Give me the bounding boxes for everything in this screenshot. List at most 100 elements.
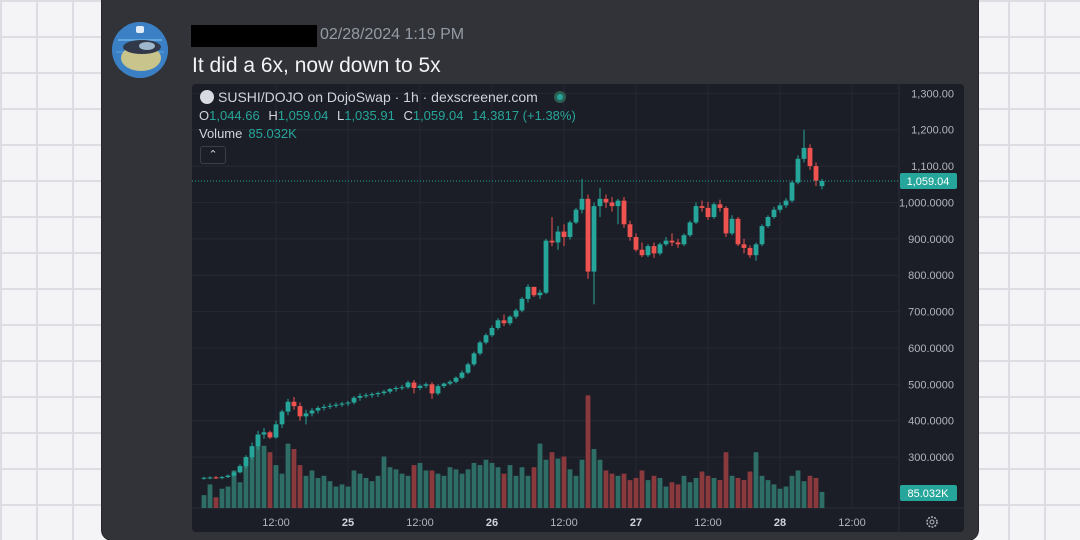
candle-body	[465, 364, 471, 373]
volume-bar	[453, 469, 459, 508]
user-avatar[interactable]	[112, 22, 168, 78]
volume-bar	[291, 449, 297, 508]
candle-body	[219, 477, 225, 479]
candle-body	[819, 181, 825, 187]
volume-bar	[609, 473, 615, 508]
candle-body	[657, 244, 663, 254]
volume-bar	[759, 475, 765, 508]
volume-bar	[321, 475, 327, 508]
candle-body	[507, 316, 513, 324]
candle-body	[267, 432, 273, 438]
volume-bar	[627, 480, 633, 508]
candle-body	[357, 395, 363, 398]
price-change: 14.3817 (+1.38%)	[472, 108, 576, 123]
candle-body	[387, 389, 393, 392]
candle-body	[579, 198, 585, 210]
volume-bar	[285, 443, 291, 508]
candle-body	[255, 434, 261, 447]
candle-body	[741, 244, 747, 248]
volume-bar	[795, 470, 801, 508]
chart-embed[interactable]: 1,300.00 1,200.00 1,100.00 1,000.0000 900.00…	[192, 84, 964, 532]
candle-body	[399, 387, 405, 389]
candle-body	[309, 410, 315, 414]
candle-body	[783, 200, 789, 206]
volume-bar	[603, 470, 609, 508]
volume-bar	[621, 473, 627, 508]
chart-title-text: SUSHI/DOJO on DojoSwap · 1h · dexscreene…	[218, 89, 538, 105]
redacted-username	[191, 25, 317, 47]
y-tick-label: 300.0000	[908, 452, 954, 464]
candle-body	[561, 231, 567, 238]
candle-body	[483, 335, 489, 343]
volume-bar	[231, 470, 237, 508]
volume-bar	[513, 475, 519, 508]
volume-bar	[471, 462, 477, 508]
volume-bar	[633, 477, 639, 508]
candle-body	[555, 231, 561, 243]
x-tick-label: 26	[486, 517, 498, 529]
volume-bar	[705, 475, 711, 508]
candle-body	[231, 472, 237, 476]
candle-body	[771, 209, 777, 218]
candle-body	[369, 394, 375, 396]
candle-body	[279, 411, 285, 425]
candle-body	[291, 401, 297, 407]
volume-bar	[573, 475, 579, 508]
high-value: 1,059.04	[277, 108, 329, 123]
volume-bar	[687, 482, 693, 508]
volume-bar	[777, 488, 783, 508]
volume-bar	[669, 482, 675, 508]
volume-bar	[303, 475, 309, 508]
candle-body	[333, 404, 339, 406]
volume-bar	[771, 484, 777, 508]
volume-bar	[591, 449, 597, 508]
volume-bar	[753, 452, 759, 508]
candle-body	[645, 246, 651, 256]
candle-body	[339, 403, 345, 405]
volume-bar	[525, 475, 531, 508]
x-tick-label: 27	[630, 517, 642, 529]
candle-body	[363, 395, 369, 397]
candle-body	[201, 477, 207, 479]
candle-body	[627, 224, 633, 238]
candle-body	[795, 158, 801, 183]
volume-bar	[297, 465, 303, 508]
candle-body	[747, 247, 753, 256]
volume-bar	[399, 473, 405, 508]
gear-icon[interactable]	[926, 516, 938, 528]
volume-bar	[375, 475, 381, 508]
candle-body	[237, 466, 243, 473]
volume-bar	[579, 459, 585, 508]
volume-bar	[765, 480, 771, 508]
volume-bar	[597, 459, 603, 508]
candle-body	[633, 237, 639, 250]
volume-bar	[435, 473, 441, 508]
low-label: L	[336, 108, 345, 123]
ohlc-legend: O1,044.66 H1,059.04 L1,035.91 C1,059.04 …	[199, 108, 581, 123]
chart-title: SUSHI/DOJO on DojoSwap · 1h · dexscreene…	[200, 89, 566, 105]
x-tick-label: 12:00	[838, 517, 866, 529]
volume-bar	[267, 452, 273, 508]
candle-body	[573, 209, 579, 223]
volume-bar	[417, 462, 423, 508]
volume-bar	[681, 475, 687, 508]
candle-body	[777, 205, 783, 210]
y-tick-label: 500.0000	[908, 379, 954, 391]
volume-bar	[495, 467, 501, 508]
last-volume-badge	[900, 485, 957, 501]
volume-bar	[261, 445, 267, 508]
volume-bar	[549, 452, 555, 508]
volume-bar	[255, 435, 261, 508]
volume-bar	[807, 475, 813, 508]
last-volume-label: 85.032K	[908, 488, 950, 500]
volume-bar	[339, 484, 345, 508]
volume-bar	[585, 395, 591, 508]
volume-bar	[507, 465, 513, 508]
collapse-legend-button[interactable]: ⌃	[200, 146, 226, 164]
candle-body	[393, 387, 399, 390]
candle-body	[597, 198, 603, 207]
volume-bar	[729, 475, 735, 508]
volume-bar	[699, 471, 705, 508]
volume-bar	[357, 473, 363, 508]
volume-bar	[309, 470, 315, 508]
